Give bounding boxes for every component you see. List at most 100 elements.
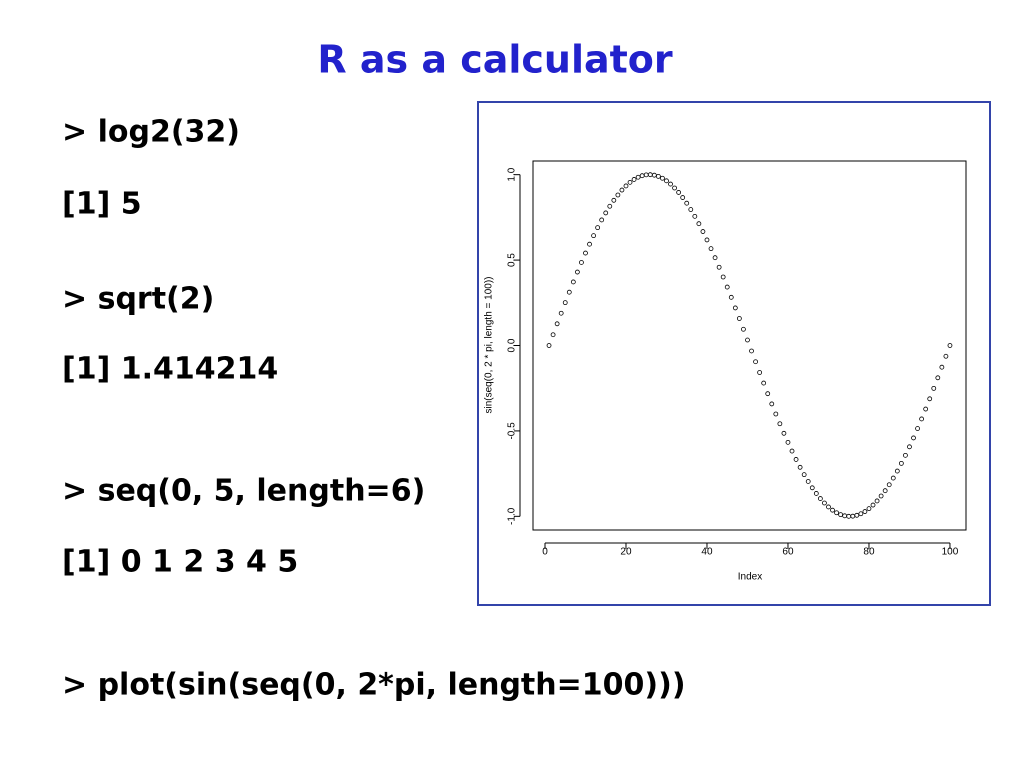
output-line: [1] 0 1 2 3 4 5 bbox=[62, 545, 298, 580]
data-point bbox=[611, 197, 617, 203]
data-point bbox=[866, 506, 872, 512]
data-point bbox=[566, 289, 572, 295]
data-point bbox=[911, 435, 916, 441]
data-point bbox=[809, 485, 815, 491]
data-point bbox=[732, 305, 738, 311]
data-point bbox=[903, 452, 908, 458]
code-line: > sqrt(2) bbox=[62, 282, 214, 317]
data-point bbox=[919, 416, 925, 422]
data-point bbox=[789, 448, 795, 454]
y-axis-label: sin(seq(0, 2 * pi, length = 100)) bbox=[484, 276, 495, 413]
x-axis-label: Index bbox=[738, 572, 762, 583]
data-point bbox=[591, 233, 596, 239]
data-point bbox=[753, 359, 758, 365]
y-tick-label: 1.0 bbox=[507, 167, 518, 181]
data-point bbox=[664, 178, 669, 184]
data-point bbox=[716, 264, 722, 270]
data-point bbox=[574, 269, 580, 275]
data-point bbox=[781, 430, 787, 436]
output-line: [1] 1.414214 bbox=[62, 352, 278, 387]
data-point bbox=[765, 391, 771, 397]
data-point bbox=[595, 225, 601, 231]
data-point bbox=[700, 229, 706, 234]
data-point bbox=[583, 250, 588, 256]
data-point bbox=[862, 509, 868, 514]
data-point bbox=[546, 343, 552, 348]
output-line: [1] 5 bbox=[62, 187, 142, 222]
data-point bbox=[854, 512, 860, 518]
data-point bbox=[660, 175, 665, 181]
data-point bbox=[927, 396, 933, 402]
data-point bbox=[708, 246, 714, 252]
x-tick-label: 20 bbox=[620, 547, 632, 558]
data-point bbox=[826, 504, 831, 510]
data-point bbox=[680, 195, 686, 200]
data-point bbox=[907, 444, 912, 450]
x-tick-label: 40 bbox=[701, 547, 713, 558]
data-point bbox=[696, 221, 702, 227]
data-point bbox=[615, 192, 621, 198]
data-point bbox=[817, 496, 823, 501]
data-point bbox=[688, 207, 694, 212]
data-point bbox=[894, 468, 900, 474]
data-point bbox=[579, 260, 584, 265]
x-tick-label: 0 bbox=[542, 547, 548, 558]
data-point bbox=[712, 255, 718, 261]
data-point bbox=[554, 321, 560, 327]
plot-box bbox=[532, 160, 967, 531]
data-point bbox=[805, 479, 811, 484]
data-point bbox=[627, 179, 633, 185]
data-point bbox=[947, 343, 953, 348]
data-point bbox=[923, 406, 929, 412]
data-point bbox=[745, 337, 750, 343]
data-point bbox=[870, 502, 876, 508]
data-point bbox=[943, 353, 949, 359]
data-point bbox=[720, 274, 726, 280]
data-point bbox=[935, 375, 941, 381]
data-point bbox=[599, 217, 605, 223]
code-line: > plot(sin(seq(0, 2*pi, length=100))) bbox=[62, 668, 686, 703]
slide-title: R as a calculator bbox=[317, 38, 673, 82]
data-point bbox=[878, 493, 884, 499]
data-point bbox=[635, 174, 641, 180]
data-point bbox=[822, 500, 827, 506]
data-point bbox=[834, 510, 839, 516]
data-point bbox=[890, 475, 896, 481]
data-point bbox=[801, 472, 807, 478]
data-point bbox=[684, 200, 690, 206]
x-tick-label: 80 bbox=[863, 547, 875, 558]
data-point bbox=[769, 401, 775, 407]
y-tick-label: -1.0 bbox=[507, 507, 518, 525]
data-point bbox=[655, 173, 661, 179]
data-point bbox=[797, 464, 803, 470]
data-point bbox=[749, 348, 754, 354]
data-point bbox=[741, 326, 746, 332]
data-point bbox=[704, 237, 710, 243]
data-point bbox=[623, 183, 629, 189]
data-point bbox=[793, 457, 799, 462]
data-point bbox=[676, 190, 682, 195]
data-point bbox=[773, 411, 779, 417]
data-point bbox=[724, 284, 730, 290]
y-tick-label: 0.0 bbox=[507, 338, 518, 352]
code-line: > seq(0, 5, length=6) bbox=[62, 474, 425, 509]
data-point bbox=[761, 380, 767, 386]
data-point bbox=[728, 294, 734, 300]
data-point bbox=[550, 332, 556, 338]
data-point bbox=[785, 439, 791, 445]
plot-frame bbox=[477, 101, 991, 606]
data-point bbox=[898, 460, 904, 466]
code-line: > log2(32) bbox=[62, 115, 240, 150]
data-point bbox=[813, 491, 819, 496]
data-point bbox=[777, 421, 783, 427]
x-tick-label: 60 bbox=[782, 547, 794, 558]
data-point bbox=[619, 187, 625, 193]
y-tick-label: -0.5 bbox=[507, 422, 518, 440]
data-point bbox=[874, 498, 880, 504]
data-point bbox=[603, 210, 609, 216]
data-point bbox=[562, 300, 568, 306]
data-point bbox=[607, 203, 613, 209]
data-point bbox=[757, 370, 763, 375]
x-tick-label: 100 bbox=[942, 547, 959, 558]
